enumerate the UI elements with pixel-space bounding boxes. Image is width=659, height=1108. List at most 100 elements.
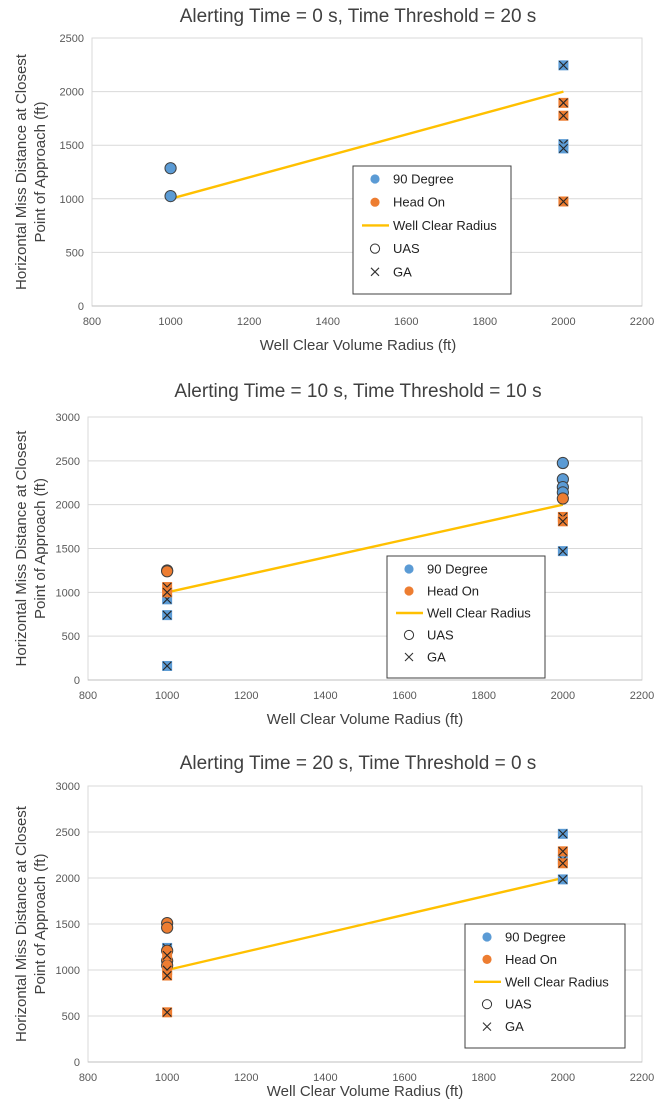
point-90-degree-ga [162,610,173,621]
point-90-degree-ga [557,546,568,557]
x-tick-label: 1600 [392,1072,416,1084]
legend-box [386,555,546,679]
y-axis-label: Point of Approach (ft) [32,854,49,995]
legend-marker-head-on [370,197,380,207]
y-tick-label: 1500 [60,140,84,152]
x-tick-label: 800 [83,316,101,328]
point-head-on-ga [557,516,568,527]
x-tick-label: 800 [79,690,97,702]
y-tick-label: 1500 [56,544,80,556]
legend-label: Head On [505,952,557,967]
x-axis-label: Well Clear Volume Radius (ft) [267,711,463,728]
x-tick-label: 1200 [237,316,261,328]
point-head-on-uas [161,565,174,578]
y-tick-label: 0 [74,675,80,687]
legend-marker-head-on [404,586,414,596]
legend-marker-uas [403,629,415,641]
legend-label: Well Clear Radius [505,974,609,989]
y-axis-label: Horizontal Miss Distance at Closest [13,805,30,1042]
x-tick-label: 2000 [551,690,575,702]
x-tick-label: 2200 [630,316,654,328]
point-90-degree-ga [557,874,568,885]
legend-box [352,165,512,295]
chart-1-svg: Alerting Time = 0 s, Time Threshold = 20… [13,6,654,354]
point-head-on-uas [161,921,174,934]
x-tick-label: 1400 [313,1072,337,1084]
point-90-degree-ga [162,660,173,671]
x-tick-label: 2000 [551,316,575,328]
legend-marker-uas [369,243,381,254]
point-head-on-ga [162,950,173,961]
legend-marker-ga [404,652,414,662]
legend-label: UAS [427,628,454,643]
chart-3-svg: Alerting Time = 20 s, Time Threshold = 0… [13,753,654,1100]
legend-label: GA [505,1019,524,1034]
legend-label: 90 Degree [505,930,566,945]
legend-marker-ga [370,267,380,277]
point-head-on-uas [556,492,569,505]
x-tick-label: 1200 [234,1072,258,1084]
y-tick-label: 0 [74,1057,80,1069]
x-tick-label: 1400 [313,690,337,702]
y-tick-label: 1000 [60,194,84,206]
point-head-on-ga [162,1007,173,1018]
x-tick-label: 1800 [473,316,497,328]
chart-panel-1: Alerting Time = 0 s, Time Threshold = 20… [0,0,659,362]
y-tick-label: 2000 [56,500,80,512]
x-tick-label: 1400 [315,316,339,328]
legend-marker-90-degree [404,564,414,574]
point-head-on-ga [162,587,173,598]
x-tick-label: 1600 [392,690,416,702]
legend-marker-90-degree [482,932,492,942]
y-tick-label: 2000 [56,873,80,885]
y-axis-label: Point of Approach (ft) [32,102,49,243]
legend-marker-90-degree [370,174,380,184]
y-tick-label: 1000 [56,965,80,977]
legend-label: Well Clear Radius [393,218,497,233]
x-tick-label: 2200 [630,690,654,702]
chart-2-svg: Alerting Time = 10 s, Time Threshold = 1… [13,381,654,728]
legend-label: Well Clear Radius [427,606,531,621]
legend: 90 Degree Head On Well Clear Radius UAS GA [464,923,626,1049]
point-head-on-ga [557,846,568,857]
y-tick-label: 2500 [60,33,84,45]
point-head-on-ga [558,110,569,121]
point-90-degree-ga [558,143,569,154]
x-tick-label: 1800 [471,1072,495,1084]
x-tick-label: 1600 [394,316,418,328]
y-tick-label: 3000 [56,781,80,793]
y-axis-label: Horizontal Miss Distance at Closest [13,430,30,667]
legend-label: 90 Degree [393,172,454,187]
y-tick-label: 2500 [56,827,80,839]
x-tick-label: 1800 [471,690,495,702]
point-90-degree-ga [558,60,569,71]
well-clear-radius-line [170,90,564,200]
x-tick-label: 1200 [234,690,258,702]
x-axis-label: Well Clear Volume Radius (ft) [267,1083,463,1100]
x-tick-label: 1000 [158,316,182,328]
point-90-degree-uas [556,456,569,470]
legend: 90 Degree Head On Well Clear Radius UAS GA [386,555,546,679]
chart-title: Alerting Time = 0 s, Time Threshold = 20… [180,6,537,27]
chart-title: Alerting Time = 10 s, Time Threshold = 1… [174,381,541,402]
legend-box [464,923,626,1049]
y-tick-label: 0 [78,301,84,313]
y-axis-label: Point of Approach (ft) [32,478,49,619]
point-90-degree-ga [557,828,568,839]
x-axis-label: Well Clear Volume Radius (ft) [260,337,456,354]
point-head-on-ga [557,858,568,869]
chart-panel-2: Alerting Time = 10 s, Time Threshold = 1… [0,372,659,732]
legend-label: Head On [393,195,445,210]
y-tick-label: 500 [62,1011,80,1023]
x-tick-label: 1000 [155,1072,179,1084]
legend-marker-head-on [482,954,492,964]
legend-marker-ga [482,1022,492,1031]
y-tick-label: 2000 [60,87,84,99]
y-tick-label: 1000 [56,587,80,599]
y-tick-label: 1500 [56,919,80,931]
point-head-on-ga [558,196,569,207]
x-tick-label: 2200 [630,1072,654,1084]
legend-label: 90 Degree [427,562,488,577]
legend-label: UAS [393,241,420,256]
point-90-degree-uas [164,190,177,203]
